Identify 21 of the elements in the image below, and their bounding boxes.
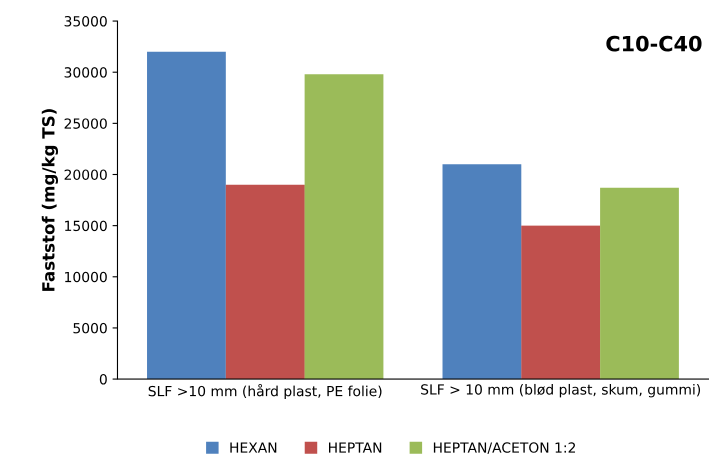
y-tick-label: 20000 (64, 169, 107, 180)
y-tick-label: 5000 (73, 322, 107, 334)
y-tick-label: 35000 (64, 16, 107, 27)
legend-label: HEPTAN/ACETON 1:2 (434, 442, 576, 454)
y-tick-label: 10000 (65, 272, 107, 282)
y-axis-title: Faststof (mg/kg TS) (42, 109, 58, 291)
x-tick-label: SLF >10 mm (hård plast, PE folie) (148, 384, 382, 400)
bar (304, 74, 384, 380)
y-tick-label: 25000 (64, 118, 107, 129)
bar (147, 52, 226, 380)
x-tick-label: SLF > 10 mm (blød plast, skum, gummi) (421, 384, 700, 398)
bar (600, 188, 679, 380)
bar (226, 184, 305, 380)
bar (442, 164, 522, 380)
legend-label: HEPTAN (329, 442, 382, 453)
bar (521, 226, 600, 380)
y-tick-label: 0 (100, 374, 107, 385)
legend-label: HEXAN (230, 442, 276, 453)
text: C10-C40 (606, 36, 702, 52)
y-tick-label: 30000 (64, 67, 107, 78)
y-tick-label: 15000 (65, 220, 107, 232)
